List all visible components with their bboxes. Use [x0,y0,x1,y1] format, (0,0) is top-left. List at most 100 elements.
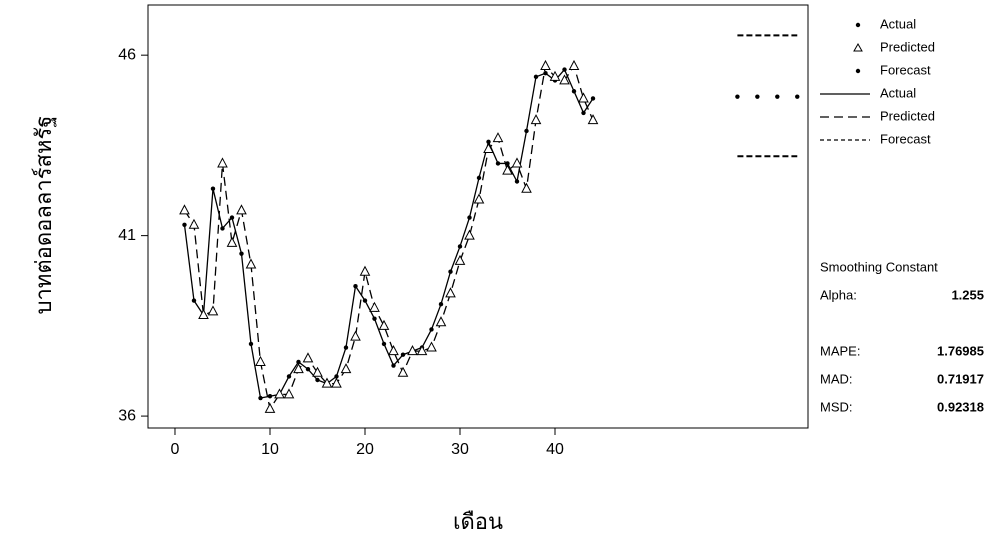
dot-marker [476,175,482,181]
x-tick-label: 0 [171,441,180,458]
stat-value: 0.92318 [937,399,984,414]
triangle-marker [340,363,352,374]
dot-marker [362,298,368,303]
triangle-marker [369,301,380,312]
y-axis-label: บาทต่อดอลลาร์สหรัฐ [32,116,57,315]
triangle-marker [587,114,599,125]
legend-label: Actual [880,85,916,100]
dot-marker [191,298,197,303]
triangle-marker [445,287,456,298]
dot-marker [343,345,349,350]
plot-frame [147,4,809,429]
triangle-marker [407,345,418,356]
x-tick-label: 40 [546,441,564,458]
triangle-marker [274,388,285,399]
dot-marker [210,186,216,191]
dot-marker [286,374,292,379]
dot-marker [267,394,273,399]
triangle-marker [549,70,561,81]
legend-label: Predicted [880,108,935,123]
stat-label: MSD: [820,399,853,414]
dot-marker [543,71,548,76]
triangle-marker [540,59,551,70]
triangle-marker [521,182,532,193]
legend-symbol [855,68,861,74]
triangle-marker [502,164,513,175]
legend-symbol [853,42,863,52]
triangle-marker [530,114,542,125]
triangle-marker [511,157,523,168]
triangle-marker [188,218,200,229]
triangle-marker [426,341,437,352]
stat-label: MAPE: [820,343,860,358]
triangle-marker [331,377,342,388]
dot-marker [755,94,760,99]
triangle-marker [416,345,428,356]
triangle-marker [179,204,190,215]
dot-marker [467,215,472,220]
legend-label: Actual [880,16,916,31]
x-tick-label: 10 [261,441,279,458]
triangle-marker [255,355,266,366]
dot-marker [239,251,244,256]
triangle-marker [350,330,361,341]
triangle-marker [236,204,247,215]
dot-marker [248,341,254,347]
stat-value: 1.76985 [937,343,984,358]
dot-marker [334,374,339,379]
triangle-marker [321,377,333,388]
dot-marker [400,352,406,357]
triangle-marker [559,74,570,85]
triangle-marker [454,254,466,265]
triangle-marker [217,157,228,168]
x-tick-label: 20 [356,441,374,458]
dot-marker [486,139,491,144]
dot-marker [391,363,396,368]
triangle-marker [435,316,447,327]
dot-marker [562,67,567,72]
triangle-marker [264,402,276,413]
dot-marker [795,94,800,99]
dot-marker [353,283,358,289]
stat-value: 1.255 [951,287,984,302]
dot-marker [524,128,529,134]
dot-marker [429,327,434,332]
triangle-marker [283,388,295,399]
y-tick-label: 46 [118,46,136,63]
dot-marker [220,226,225,231]
triangle-marker [312,366,323,377]
triangle-marker [378,319,390,330]
dot-marker [381,341,387,347]
stat-label: Alpha: [820,287,857,302]
dot-marker [372,316,377,321]
triangle-marker [359,265,371,276]
dot-marker [775,94,780,99]
triangle-marker [464,229,475,240]
triangle-marker [568,59,580,70]
triangle-marker [578,92,589,103]
legend-label: Predicted [880,39,935,54]
dot-marker [182,222,187,228]
triangle-marker [492,132,504,143]
triangle-marker [207,305,219,316]
dot-marker [315,377,320,383]
dot-marker [438,302,444,307]
dot-marker [735,94,740,99]
dot-marker [305,366,311,372]
dot-marker [448,269,453,274]
dot-marker [505,161,510,166]
dot-marker [514,179,520,184]
legend-label: Forecast [880,131,931,146]
triangle-marker [226,236,238,247]
legend-label: Forecast [880,62,931,77]
y-tick-label: 36 [118,407,136,424]
series-line [183,64,594,411]
stat-label: MAD: [820,371,853,386]
triangle-marker [473,193,485,204]
stats-heading: Smoothing Constant [820,259,938,274]
triangle-marker [245,258,257,269]
dot-marker [229,215,235,220]
x-tick-label: 30 [451,441,469,458]
